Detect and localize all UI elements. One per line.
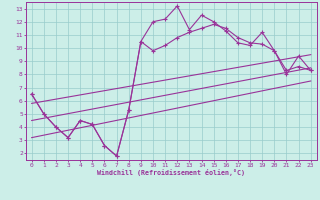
X-axis label: Windchill (Refroidissement éolien,°C): Windchill (Refroidissement éolien,°C) — [97, 169, 245, 176]
